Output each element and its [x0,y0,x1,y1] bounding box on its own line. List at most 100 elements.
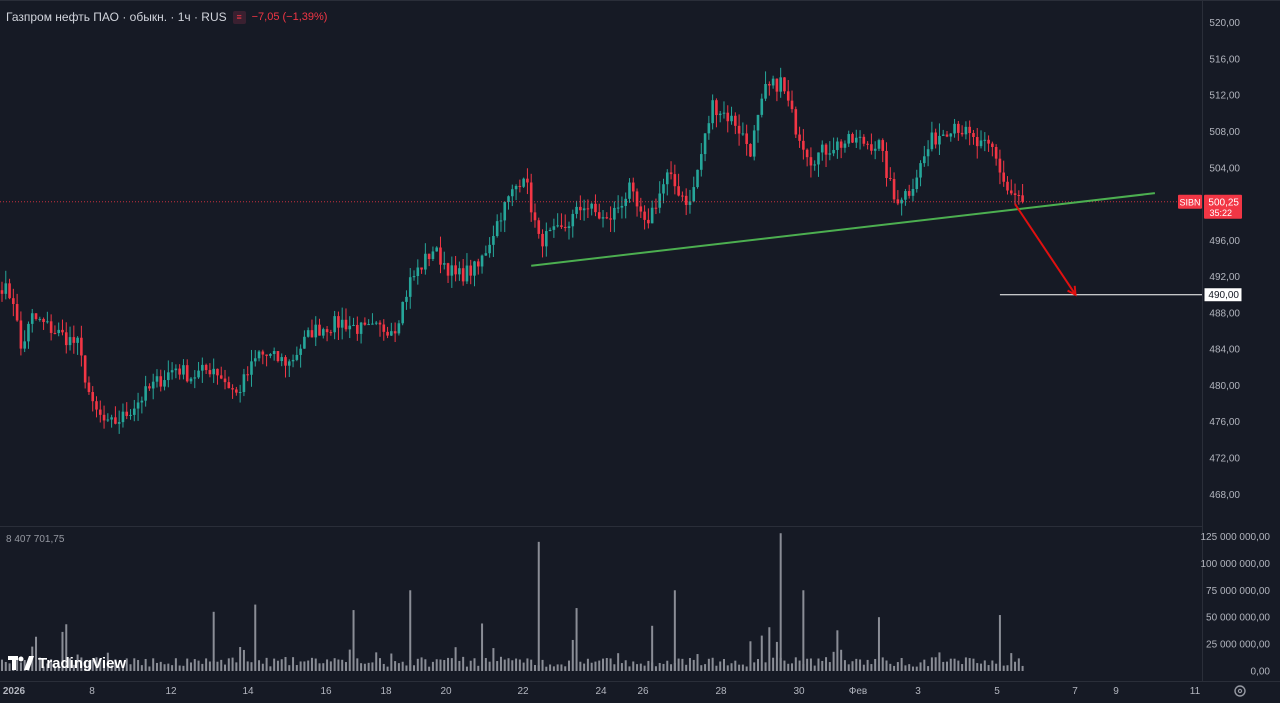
volume-bar [266,658,268,671]
volume-bar [1018,658,1020,671]
volume-bar [549,665,551,671]
volume-spike [802,590,804,671]
volume-bar [613,664,615,671]
volume-bar [439,660,441,671]
volume-spike [538,542,540,671]
candle-body [908,191,911,196]
volume-bar [564,666,566,671]
volume-value: 8 407 701,75 [6,534,64,545]
candle-body [439,247,442,264]
volume-bar [133,658,135,671]
candle-body [156,376,159,381]
price-tick-label: 508,00 [1209,127,1240,138]
candle-body [296,355,299,360]
candle-body [333,316,336,332]
candle-body [878,140,881,149]
candle-body [50,321,53,333]
volume-bar [591,663,593,671]
candle-body [254,358,257,361]
volume-bar [984,660,986,671]
candle-body [829,153,832,154]
candle-body [73,337,76,343]
candle-body [511,189,514,196]
candle-body [889,178,892,179]
candle-body [798,135,801,141]
candle-body [360,323,363,334]
symbol-badge-label: SIBN [1179,197,1200,207]
candle-body [810,157,813,165]
candle-body [965,127,968,134]
time-tick-label: 5 [994,686,1000,697]
settings-gear-icon[interactable] [1233,684,1247,698]
candle-body [197,371,200,378]
candle-body [273,351,276,354]
volume-bar [655,666,657,671]
volume-bar [560,664,562,671]
candle-body [65,332,68,345]
candle-body [148,386,151,388]
candle-body [953,124,956,134]
candle-body [700,154,703,170]
volume-bar [791,663,793,671]
volume-bar [576,608,578,671]
volume-bar [859,659,861,671]
candle-body [821,145,824,153]
volume-bar [511,660,513,671]
volume-bar [455,647,457,671]
tradingview-logo[interactable]: TradingView [8,652,126,674]
candle-body [80,338,83,356]
volume-bar [712,658,714,671]
time-tick-label: 9 [1113,686,1119,697]
volume-bar [908,664,910,671]
time-tick-label: 26 [637,686,649,697]
candle-body [961,133,964,134]
price-tick-label: 496,00 [1209,236,1240,247]
volume-bar [1022,666,1024,671]
volume-bar [757,659,759,671]
volume-bar [330,661,332,671]
candle-body [159,376,162,386]
volume-bar [553,666,555,671]
candle-body [212,369,215,374]
volume-bar [243,650,245,671]
volume-tick-label: 125 000 000,00 [1200,532,1270,543]
volume-bar [579,662,581,671]
volume-bar [205,658,207,671]
volume-bar [644,666,646,671]
candle-body [866,144,869,145]
candle-body [949,134,952,137]
volume-bar [610,658,612,671]
candle-body [515,186,518,189]
candle-body [114,417,117,423]
symbol-title[interactable]: Газпром нефть ПАО · обыкн. · 1ч · RUS [6,10,227,24]
volume-bar [515,659,517,671]
volume-bar [965,657,967,671]
candle-body [443,263,446,265]
volume-bar [700,665,702,671]
candle-body [428,254,431,259]
candle-body [326,329,329,332]
candle-body [454,265,457,274]
countdown-label: 35:22 [1209,208,1232,218]
volume-bar [976,663,978,671]
candle-body [776,79,779,92]
candle-body [594,204,597,212]
candle-body [201,365,204,371]
volume-bar [821,661,823,671]
candle-body [76,338,79,343]
volume-bar [731,663,733,671]
volume-bar [753,662,755,671]
candle-body [942,135,945,136]
volume-bar [1003,666,1005,671]
volume-bar [379,658,381,671]
volume-bar [874,659,876,671]
candle-body [628,183,631,199]
volume-bar [160,662,162,671]
candle-body [779,77,782,91]
time-tick-label: 16 [320,686,332,697]
top-border [0,0,1280,1]
volume-bar [659,663,661,671]
candle-body [84,355,87,382]
time-tick-label: 8 [89,686,95,697]
